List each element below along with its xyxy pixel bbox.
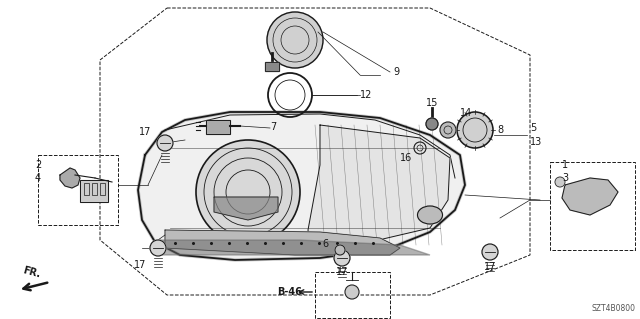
Text: 16: 16 [400,153,412,163]
Circle shape [150,240,166,256]
Text: B-46: B-46 [277,287,302,297]
Text: 14: 14 [460,108,472,118]
Bar [265,62,279,71]
Text: 1: 1 [562,160,568,170]
Polygon shape [165,230,400,255]
Text: 17: 17 [134,260,146,270]
Text: 3: 3 [562,173,568,183]
Text: 7: 7 [270,122,276,132]
Circle shape [426,118,438,130]
Circle shape [345,285,359,299]
Polygon shape [60,168,80,188]
Bar [38,155,118,225]
Polygon shape [214,197,278,220]
Text: 2: 2 [35,160,41,170]
Text: 8: 8 [497,125,503,135]
Circle shape [267,12,323,68]
Bar [80,180,108,202]
Polygon shape [308,125,450,245]
Bar [80,180,108,202]
Bar [92,183,97,195]
Text: FR.: FR. [22,266,42,280]
Ellipse shape [417,206,442,224]
Polygon shape [562,178,618,215]
Circle shape [335,245,345,255]
Text: 5: 5 [530,123,536,133]
Bar [206,120,230,134]
Text: SZT4B0800: SZT4B0800 [591,304,635,313]
Text: 17: 17 [336,267,348,277]
Circle shape [440,122,456,138]
Polygon shape [138,112,465,260]
Circle shape [457,112,493,148]
Polygon shape [160,240,430,255]
Bar [550,162,635,250]
Circle shape [334,250,350,266]
Text: 4: 4 [35,173,41,183]
Bar [265,62,279,71]
Text: 17: 17 [139,127,151,137]
Text: 13: 13 [530,137,542,147]
Circle shape [196,140,300,244]
Circle shape [555,177,565,187]
Text: 15: 15 [426,98,438,108]
Bar [315,272,390,318]
Text: 17: 17 [484,262,496,272]
Circle shape [157,135,173,151]
Circle shape [482,244,498,260]
Text: 9: 9 [393,67,399,77]
Text: 12: 12 [360,90,372,100]
Bar [84,183,89,195]
Text: 6: 6 [322,239,328,249]
Bar [206,120,230,134]
Bar [100,183,105,195]
